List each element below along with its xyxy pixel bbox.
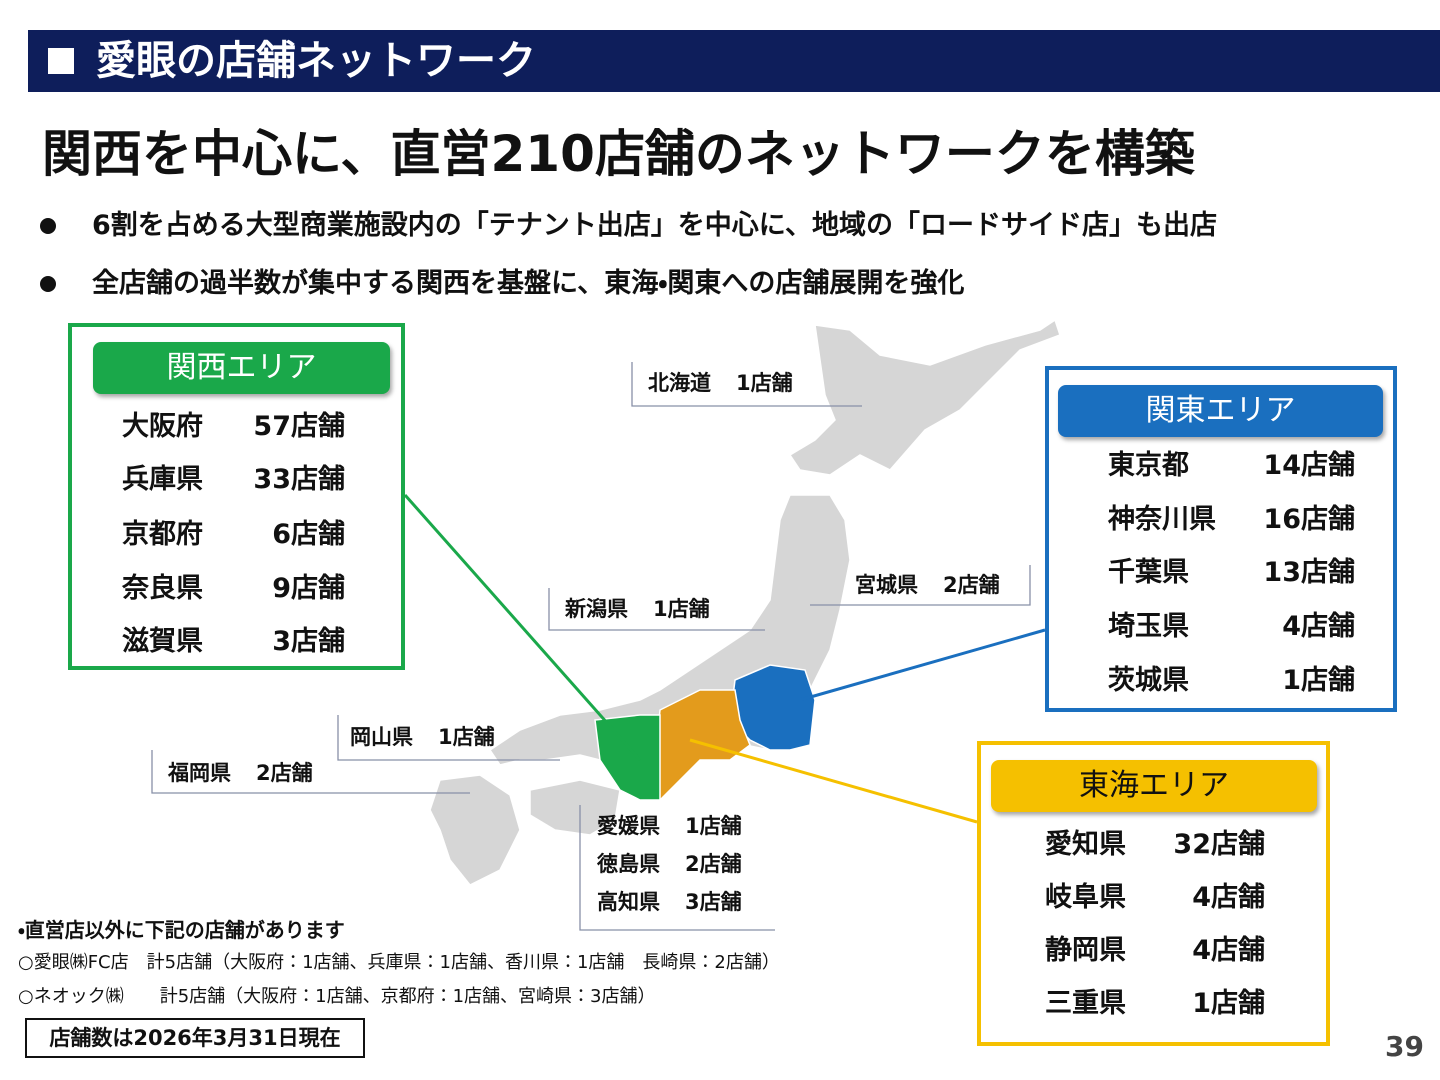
callout-count: 1店舗: [685, 814, 742, 838]
note-line: ○愛眼㈱FC店 計5店舗（大阪府：1店舗、兵庫県：1店舗、香川県：1店舗 長崎県…: [18, 952, 780, 973]
prefecture: 愛知県: [1045, 829, 1126, 860]
callout-prefecture: 岡山県: [350, 725, 413, 749]
area-label: 東海エリア: [991, 760, 1317, 812]
store-count: 4店舗: [1192, 935, 1265, 966]
prefecture: 埼玉県: [1108, 611, 1189, 642]
connector: [799, 628, 1046, 702]
callout-prefecture: 高知県: [597, 890, 660, 914]
kyushu: [429, 774, 521, 886]
headline: 関西を中心に、直営210店舗のネットワークを構築: [42, 125, 1195, 183]
store-count: 9店舗: [272, 573, 345, 604]
header-title: 愛眼の店舗ネットワーク: [96, 38, 536, 84]
callout-prefecture: 北海道: [648, 371, 711, 395]
prefecture: 東京都: [1108, 450, 1189, 481]
callout-line: [810, 565, 1031, 606]
header-square: [48, 48, 74, 74]
shikoku: [529, 779, 621, 836]
store-count: 13店舗: [1263, 557, 1355, 588]
callout-line: [548, 588, 765, 631]
callout-count: 1店舗: [438, 725, 495, 749]
callout-line: [579, 805, 775, 931]
area-box: [68, 323, 405, 670]
prefecture: 大阪府: [122, 411, 203, 442]
as-of: 店舗数は2026年3月31日現在: [25, 1018, 365, 1058]
prefecture: 奈良県: [122, 573, 203, 604]
callout-prefecture: 福岡県: [168, 761, 231, 785]
store-count: 33店舗: [253, 464, 345, 495]
prefecture: 神奈川県: [1108, 504, 1216, 535]
prefecture: 京都府: [122, 519, 203, 550]
store-count: 6店舗: [272, 519, 345, 550]
connector: [403, 494, 642, 761]
store-count: 32店舗: [1173, 829, 1265, 860]
callout-count: 3店舗: [685, 890, 742, 914]
area-box: [977, 741, 1330, 1046]
hokkaido: [788, 318, 1061, 476]
callout-prefecture: 宮城県: [855, 573, 918, 597]
notes-heading: ・直営店以外に下記の店舗があります: [18, 918, 345, 942]
store-count: 1店舗: [1282, 665, 1355, 696]
callout-count: 1店舗: [736, 371, 793, 395]
callout-line: [151, 750, 470, 794]
note-line: ○ネオック㈱ 計5店舗（大阪府：1店舗、京都府：1店舗、宮崎県：3店舗）: [18, 986, 656, 1007]
bullet-dot: [40, 218, 56, 234]
callout-lines: [151, 362, 1031, 931]
header-bar: [28, 30, 1440, 92]
callout-count: 2店舗: [256, 761, 313, 785]
bullet-dot: [40, 276, 56, 292]
bullet: 6割を占める大型商業施設内の「テナント出店」を中心に、地域の「ロードサイド店」も…: [92, 210, 1217, 241]
store-count: 4店舗: [1282, 611, 1355, 642]
prefecture: 静岡県: [1045, 935, 1126, 966]
callout-count: 2店舗: [943, 573, 1000, 597]
prefecture: 三重県: [1045, 988, 1126, 1019]
prefecture: 千葉県: [1108, 557, 1189, 588]
callout-line: [631, 362, 862, 407]
callout-count: 2店舗: [685, 852, 742, 876]
callout-prefecture: 愛媛県: [597, 814, 660, 838]
bullet: 全店舗の過半数が集中する関西を基盤に、東海・関東への店舗展開を強化: [92, 268, 965, 299]
connector: [689, 738, 978, 824]
area-box: [1045, 366, 1397, 712]
store-count: 4店舗: [1192, 882, 1265, 913]
store-count: 16店舗: [1263, 504, 1355, 535]
store-count: 57店舗: [253, 411, 345, 442]
callout-prefecture: 新潟県: [565, 597, 628, 621]
store-count: 14店舗: [1263, 450, 1355, 481]
area-label: 関東エリア: [1058, 385, 1383, 437]
callout-count: 1店舗: [653, 597, 710, 621]
kansai-region: [594, 714, 661, 801]
prefecture: 滋賀県: [122, 626, 203, 657]
store-count: 1店舗: [1192, 988, 1265, 1019]
japan-map: [429, 318, 1061, 886]
callout-line: [337, 715, 560, 761]
area-label: 関西エリア: [93, 342, 390, 394]
prefecture: 兵庫県: [122, 464, 203, 495]
prefecture: 岐阜県: [1045, 882, 1126, 913]
store-count: 3店舗: [272, 626, 345, 657]
prefecture: 茨城県: [1108, 665, 1189, 696]
callout-prefecture: 徳島県: [597, 852, 660, 876]
page-number: 39: [1385, 1030, 1424, 1063]
